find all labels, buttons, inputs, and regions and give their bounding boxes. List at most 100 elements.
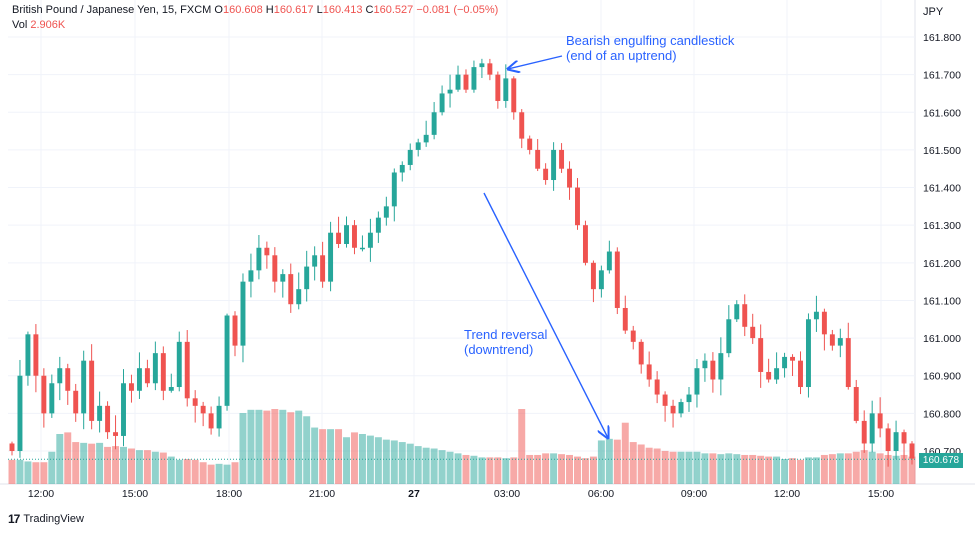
candle-body xyxy=(750,326,756,339)
candle-body xyxy=(774,368,780,380)
volume-bar xyxy=(366,435,374,484)
candle-body xyxy=(782,356,788,369)
engulfing-annotation-line2: (end of an uptrend) xyxy=(566,48,677,63)
candle-body xyxy=(598,270,604,290)
candle-body xyxy=(742,304,748,327)
candle-body xyxy=(407,149,413,165)
volume-bar xyxy=(303,416,311,484)
candle-body xyxy=(312,255,318,267)
volume-bar xyxy=(343,437,350,484)
candle-body xyxy=(25,334,31,376)
volume-bar xyxy=(789,458,797,484)
x-tick-label: 15:00 xyxy=(868,488,894,500)
volume-bar xyxy=(629,442,637,484)
candle-body xyxy=(527,138,533,150)
candle-body xyxy=(359,247,365,250)
y-tick-label: 161.100 xyxy=(923,295,961,307)
x-tick-label: 12:00 xyxy=(774,488,800,500)
candle-body xyxy=(710,360,716,380)
volume-bar xyxy=(613,439,621,484)
y-tick-label: 161.600 xyxy=(923,107,961,119)
volume-bar xyxy=(669,451,677,484)
x-tick-label: 27 xyxy=(408,488,420,500)
candle-body xyxy=(535,149,541,169)
y-tick-label: 161.500 xyxy=(923,145,961,157)
candle-body xyxy=(328,232,334,282)
candle-body xyxy=(646,364,652,380)
candle-body xyxy=(280,274,286,282)
volume-bar xyxy=(72,442,80,484)
volume-bar xyxy=(40,462,48,484)
candle-body xyxy=(264,247,270,256)
volume-bar xyxy=(159,452,167,484)
symbol-title: British Pound / Japanese Yen, 15, FXCM xyxy=(12,4,212,16)
candle-body xyxy=(455,74,461,90)
volume-bar xyxy=(311,427,319,484)
brand-name: TradingView xyxy=(23,513,84,525)
candle-body xyxy=(885,428,891,451)
candle-body xyxy=(829,334,835,346)
candle-body xyxy=(606,251,612,271)
candle-body xyxy=(65,368,71,391)
volume-bar xyxy=(350,432,358,484)
volume-bar xyxy=(175,459,183,484)
volume-bar xyxy=(88,443,96,484)
volume-bar xyxy=(581,458,589,484)
low-value: 160.413 xyxy=(322,4,363,16)
volume-bar xyxy=(462,454,470,484)
candle-body xyxy=(136,368,142,391)
candle-body xyxy=(869,413,875,444)
volume-bar xyxy=(231,462,239,484)
candle-body xyxy=(702,360,708,369)
candle-body xyxy=(726,319,732,354)
volume-bar xyxy=(797,459,804,484)
volume-bar xyxy=(494,457,502,484)
high-label: H xyxy=(265,4,274,16)
reversal-annotation-line2: (downtrend) xyxy=(464,342,534,357)
candle-body xyxy=(89,360,95,421)
candle-body xyxy=(670,405,676,414)
candle-body xyxy=(33,334,39,376)
volume-value: 2.906K xyxy=(30,19,66,31)
reversal-arrow xyxy=(483,192,608,438)
y-tick-label: 160.800 xyxy=(923,408,961,420)
candle-body xyxy=(845,338,851,388)
volume-bar xyxy=(143,450,151,484)
open-label: O xyxy=(214,4,223,16)
candle-body xyxy=(567,168,572,188)
candle-body xyxy=(853,387,859,421)
candle-body xyxy=(232,315,238,346)
tradingview-brand[interactable]: 17 TradingView xyxy=(8,512,84,526)
candle-body xyxy=(168,387,174,391)
candle-body xyxy=(503,78,509,101)
volume-bar xyxy=(693,451,701,484)
volume-bar xyxy=(597,440,605,484)
candle-body xyxy=(57,368,63,384)
candle-body xyxy=(543,168,549,181)
candle-body xyxy=(336,232,342,244)
volume-bar xyxy=(510,457,518,484)
volume-bar xyxy=(382,439,390,484)
currency-label: JPY xyxy=(923,6,944,18)
volume-bar xyxy=(127,448,135,484)
candle-body xyxy=(463,74,469,90)
volume-bar xyxy=(374,437,382,484)
volume-bar xyxy=(757,455,765,484)
volume-bar xyxy=(104,446,112,484)
candle-body xyxy=(575,187,580,226)
candle-body xyxy=(471,67,477,90)
volume-bar xyxy=(255,409,263,484)
candle-body xyxy=(447,89,453,94)
volume-bar xyxy=(892,455,900,484)
candle-body xyxy=(41,375,47,414)
volume-bar xyxy=(589,456,597,484)
volume-bar xyxy=(518,409,526,484)
candle-body xyxy=(375,217,381,233)
candle-body xyxy=(734,304,740,320)
last-price-tag: 160.678 xyxy=(919,453,963,468)
volume-bar xyxy=(422,447,430,484)
candle-body xyxy=(519,112,525,139)
candle-body xyxy=(893,432,899,451)
